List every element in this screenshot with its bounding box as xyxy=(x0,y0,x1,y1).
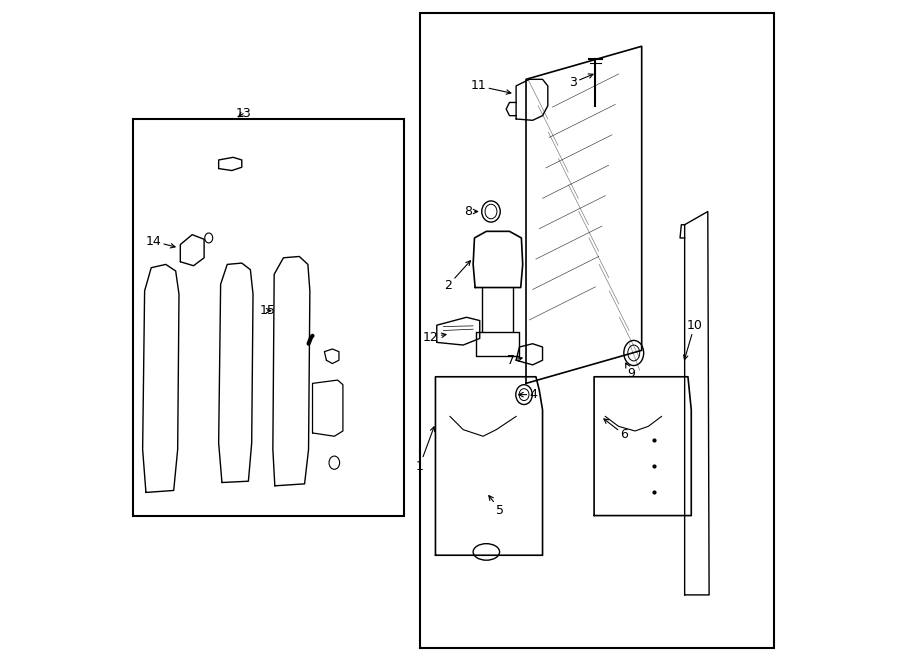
Text: 15: 15 xyxy=(259,304,275,317)
Text: 2: 2 xyxy=(444,261,471,292)
Text: 1: 1 xyxy=(416,427,435,473)
Text: 4: 4 xyxy=(518,388,537,401)
Text: 5: 5 xyxy=(489,496,504,517)
Text: 7: 7 xyxy=(507,354,522,368)
Text: 10: 10 xyxy=(684,319,703,360)
Text: 13: 13 xyxy=(235,107,251,120)
Text: 3: 3 xyxy=(569,74,593,89)
Text: 12: 12 xyxy=(423,330,446,344)
Text: 6: 6 xyxy=(604,419,628,442)
Text: 11: 11 xyxy=(471,79,511,95)
Text: 9: 9 xyxy=(626,363,635,380)
Text: 14: 14 xyxy=(146,235,176,248)
Text: 8: 8 xyxy=(464,205,478,218)
